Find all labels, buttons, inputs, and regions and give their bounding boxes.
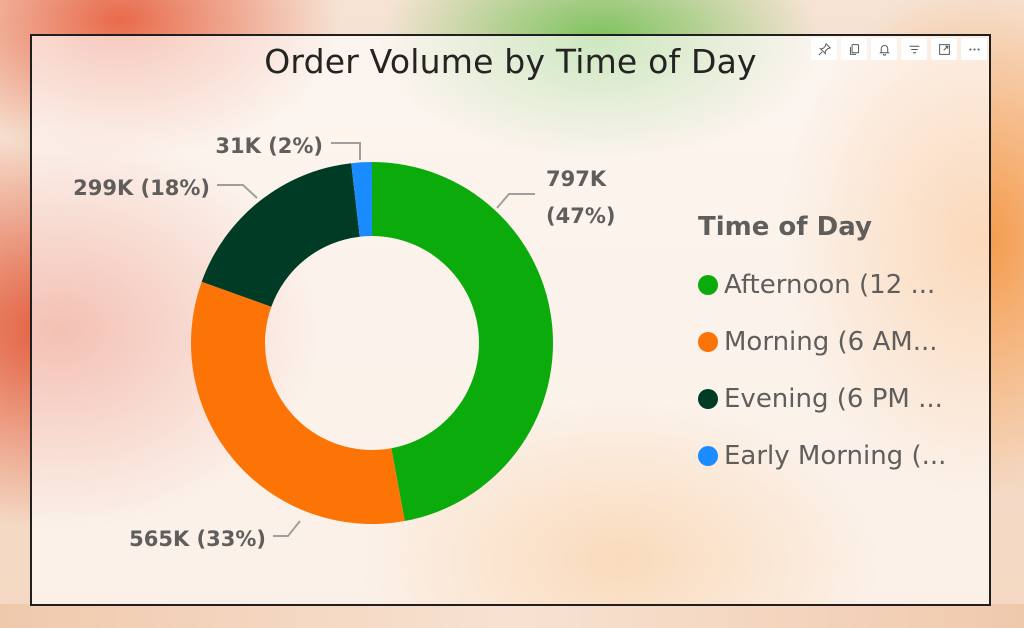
leader-line: [496, 193, 535, 209]
legend-label: Morning (6 AM...: [724, 326, 938, 357]
legend-marker: [698, 274, 718, 295]
donut-slice[interactable]: [191, 281, 405, 524]
legend-marker: [698, 445, 718, 466]
pin-icon: [817, 42, 831, 56]
legend-marker: [698, 388, 718, 409]
pin-visual-button[interactable]: [811, 38, 837, 60]
legend-title: Time of Day: [698, 212, 872, 242]
legend-label: Early Morning (...: [724, 440, 947, 471]
legend-item-afternoon[interactable]: Afternoon (12 ...: [698, 256, 946, 313]
donut-slice[interactable]: [351, 162, 372, 237]
legend: Time of Day Afternoon (12 ... Morning (6…: [698, 212, 946, 484]
legend-label: Evening (6 PM ...: [724, 383, 943, 414]
legend-marker: [698, 331, 718, 352]
data-label: (47%): [546, 204, 615, 228]
leader-line: [331, 142, 361, 160]
visual-header-toolbar: [811, 36, 989, 60]
more-options-button[interactable]: [961, 38, 987, 60]
data-label: 299K (18%): [73, 176, 210, 200]
legend-label: Afternoon (12 ...: [724, 269, 936, 300]
focus-mode-button[interactable]: [931, 38, 957, 60]
data-label: 565K (33%): [129, 527, 266, 551]
leader-line: [217, 184, 258, 199]
alert-button[interactable]: [871, 38, 897, 60]
donut-slice[interactable]: [201, 163, 360, 307]
data-label: 31K (2%): [215, 134, 323, 158]
filter-button[interactable]: [901, 38, 927, 60]
donut-slice[interactable]: [372, 162, 554, 522]
more-options-icon: [968, 47, 980, 51]
filter-icon: [909, 45, 919, 53]
copy-icon: [849, 43, 859, 55]
chart-title: Order Volume by Time of Day: [264, 42, 757, 81]
legend-item-morning[interactable]: Morning (6 AM...: [698, 313, 946, 370]
donut-chart: 797K (47%) 565K (33%) 299K (18%)31K (2%): [73, 134, 615, 551]
background-strip: [0, 604, 1024, 628]
legend-item-early-morning[interactable]: Early Morning (...: [698, 427, 946, 484]
copy-visual-button[interactable]: [841, 38, 867, 60]
data-label: 797K: [546, 167, 607, 191]
bell-icon: [878, 44, 890, 56]
leader-line: [273, 520, 301, 537]
donut-chart-visual[interactable]: Order Volume by Time of Day 797K (47%) 565…: [30, 34, 991, 606]
legend-item-evening[interactable]: Evening (6 PM ...: [698, 370, 946, 427]
focus-mode-icon: [938, 43, 950, 55]
